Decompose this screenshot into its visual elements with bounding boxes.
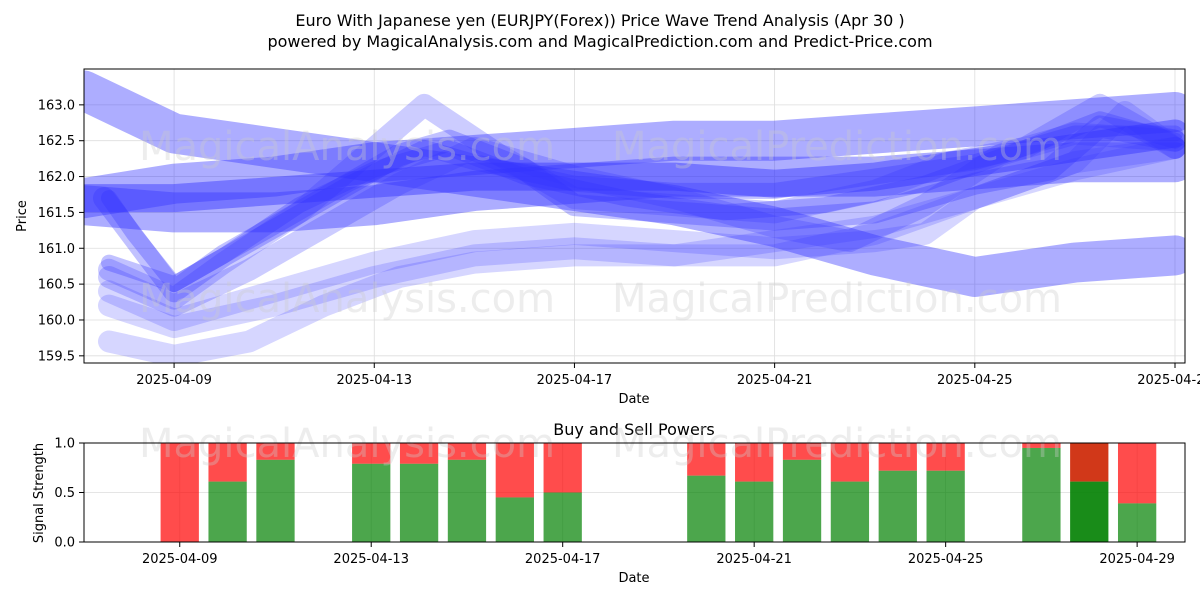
sell-bar bbox=[495, 443, 534, 498]
price-y-tick-label: 161.5 bbox=[38, 206, 75, 221]
sell-bar bbox=[926, 443, 965, 471]
price-panel: MagicalAnalysis.com MagicalPrediction.co… bbox=[15, 68, 1200, 407]
signal-x-axis-label: Date bbox=[618, 571, 649, 586]
signal-x-tick-label: 2025-04-29 bbox=[1099, 552, 1175, 567]
sell-bar bbox=[399, 443, 439, 464]
sell-bar bbox=[1070, 443, 1109, 482]
signal-x-tick-label: 2025-04-21 bbox=[716, 552, 792, 567]
price-y-axis-label: Price bbox=[15, 200, 30, 232]
signal-y-axis-label: Signal Strength bbox=[32, 443, 47, 543]
wave-band-wave-2 bbox=[84, 92, 1185, 219]
buy-bar bbox=[495, 497, 534, 542]
price-plot-frame bbox=[83, 68, 1186, 364]
sell-bar bbox=[878, 443, 917, 471]
watermark-prediction-bottom: MagicalPrediction.com bbox=[612, 276, 1062, 322]
buy-bar bbox=[830, 481, 870, 542]
price-x-axis-label: Date bbox=[618, 392, 649, 407]
signal-y-tick-label: 1.0 bbox=[54, 437, 75, 452]
watermark-analysis-signal: MagicalAnalysis.com bbox=[139, 421, 555, 467]
wave-bands bbox=[84, 70, 1185, 363]
wave-band-wave-4 bbox=[84, 119, 1185, 213]
price-x-tick-label: 2025-04-29 bbox=[1137, 373, 1200, 388]
buy-bar bbox=[1117, 503, 1157, 542]
wave-band-wave-10 bbox=[98, 136, 1185, 363]
price-x-tick-label: 2025-04-17 bbox=[537, 373, 613, 388]
signal-panel: Buy and Sell Powers MagicalAnalysis.com … bbox=[32, 420, 1186, 586]
sell-bar bbox=[735, 443, 774, 482]
buy-bar bbox=[1022, 447, 1061, 542]
wave-band-wave-8 bbox=[98, 101, 1185, 331]
signal-x-ticks: 2025-04-09 2025-04-13 2025-04-17 2025-04-21… bbox=[142, 542, 1175, 567]
buy-bar bbox=[782, 459, 822, 542]
buy-bar bbox=[447, 459, 487, 542]
signal-panel-title: Buy and Sell Powers bbox=[553, 420, 715, 439]
buy-bar bbox=[256, 459, 295, 542]
sell-bar bbox=[208, 443, 247, 482]
sell-bar bbox=[160, 443, 199, 542]
wave-band-wave-5 bbox=[93, 115, 1185, 303]
price-y-tick-label: 162.0 bbox=[38, 170, 75, 185]
signal-y-tick-label: 0.0 bbox=[54, 536, 75, 551]
buy-bar bbox=[1070, 481, 1109, 542]
buy-bar bbox=[208, 481, 247, 542]
price-x-tick-label: 2025-04-13 bbox=[336, 373, 412, 388]
buy-bar bbox=[735, 481, 774, 542]
watermark-analysis-top: MagicalAnalysis.com bbox=[139, 124, 555, 170]
signal-x-tick-label: 2025-04-13 bbox=[333, 552, 409, 567]
price-grid bbox=[84, 69, 1185, 363]
sell-bar bbox=[1117, 443, 1157, 504]
price-x-tick-label: 2025-04-09 bbox=[136, 373, 212, 388]
price-y-tick-label: 161.0 bbox=[38, 242, 75, 257]
signal-bars bbox=[160, 443, 1157, 542]
sell-bar bbox=[1022, 443, 1061, 448]
price-y-tick-label: 163.0 bbox=[38, 98, 75, 113]
buy-bar bbox=[926, 470, 965, 542]
sell-bar bbox=[447, 443, 487, 460]
price-y-tick-label: 159.5 bbox=[38, 349, 75, 364]
buy-bar bbox=[399, 463, 439, 542]
wave-band-wave-12 bbox=[101, 111, 1183, 293]
chart-subtitle: powered by MagicalAnalysis.com and Magic… bbox=[267, 32, 932, 51]
sell-bar bbox=[830, 443, 870, 482]
wave-band-wave-6 bbox=[98, 93, 1185, 310]
signal-x-tick-label: 2025-04-25 bbox=[908, 552, 984, 567]
signal-x-tick-label: 2025-04-17 bbox=[525, 552, 601, 567]
wave-band-wave-9 bbox=[98, 136, 1185, 339]
buy-bar bbox=[687, 475, 726, 542]
sell-bar bbox=[782, 443, 822, 460]
sell-bar bbox=[687, 443, 726, 476]
sell-bar bbox=[352, 443, 391, 464]
watermark-prediction-top: MagicalPrediction.com bbox=[612, 124, 1062, 170]
wave-band-wave-3 bbox=[84, 142, 1185, 233]
signal-y-tick-label: 0.5 bbox=[54, 486, 75, 501]
buy-bar bbox=[878, 470, 917, 542]
watermark-prediction-signal: MagicalPrediction.com bbox=[612, 421, 1062, 467]
sell-bar bbox=[256, 443, 295, 460]
price-y-tick-label: 160.0 bbox=[38, 313, 75, 328]
price-x-ticks: 2025-04-09 2025-04-13 2025-04-17 2025-04-21… bbox=[136, 363, 1200, 388]
buy-bar bbox=[543, 492, 582, 542]
wave-band-wave-11 bbox=[101, 125, 1183, 293]
buy-bar bbox=[352, 463, 391, 542]
price-y-tick-label: 162.5 bbox=[38, 134, 75, 149]
wave-band-wave-7 bbox=[98, 122, 1185, 317]
price-x-tick-label: 2025-04-25 bbox=[937, 373, 1013, 388]
sell-bar bbox=[543, 443, 582, 493]
chart-title: Euro With Japanese yen (EURJPY(Forex)) P… bbox=[295, 11, 904, 30]
signal-y-ticks: 0.0 0.5 1.0 bbox=[54, 437, 84, 551]
wave-band-wave-1 bbox=[84, 70, 1185, 297]
price-y-tick-label: 160.5 bbox=[38, 278, 75, 293]
price-x-tick-label: 2025-04-21 bbox=[737, 373, 813, 388]
watermark-analysis-bottom: MagicalAnalysis.com bbox=[139, 276, 555, 322]
price-y-ticks: 159.5 160.0 160.5 161.0 161.5 162.0 162.5 163.0 bbox=[38, 98, 84, 364]
signal-x-tick-label: 2025-04-09 bbox=[142, 552, 218, 567]
